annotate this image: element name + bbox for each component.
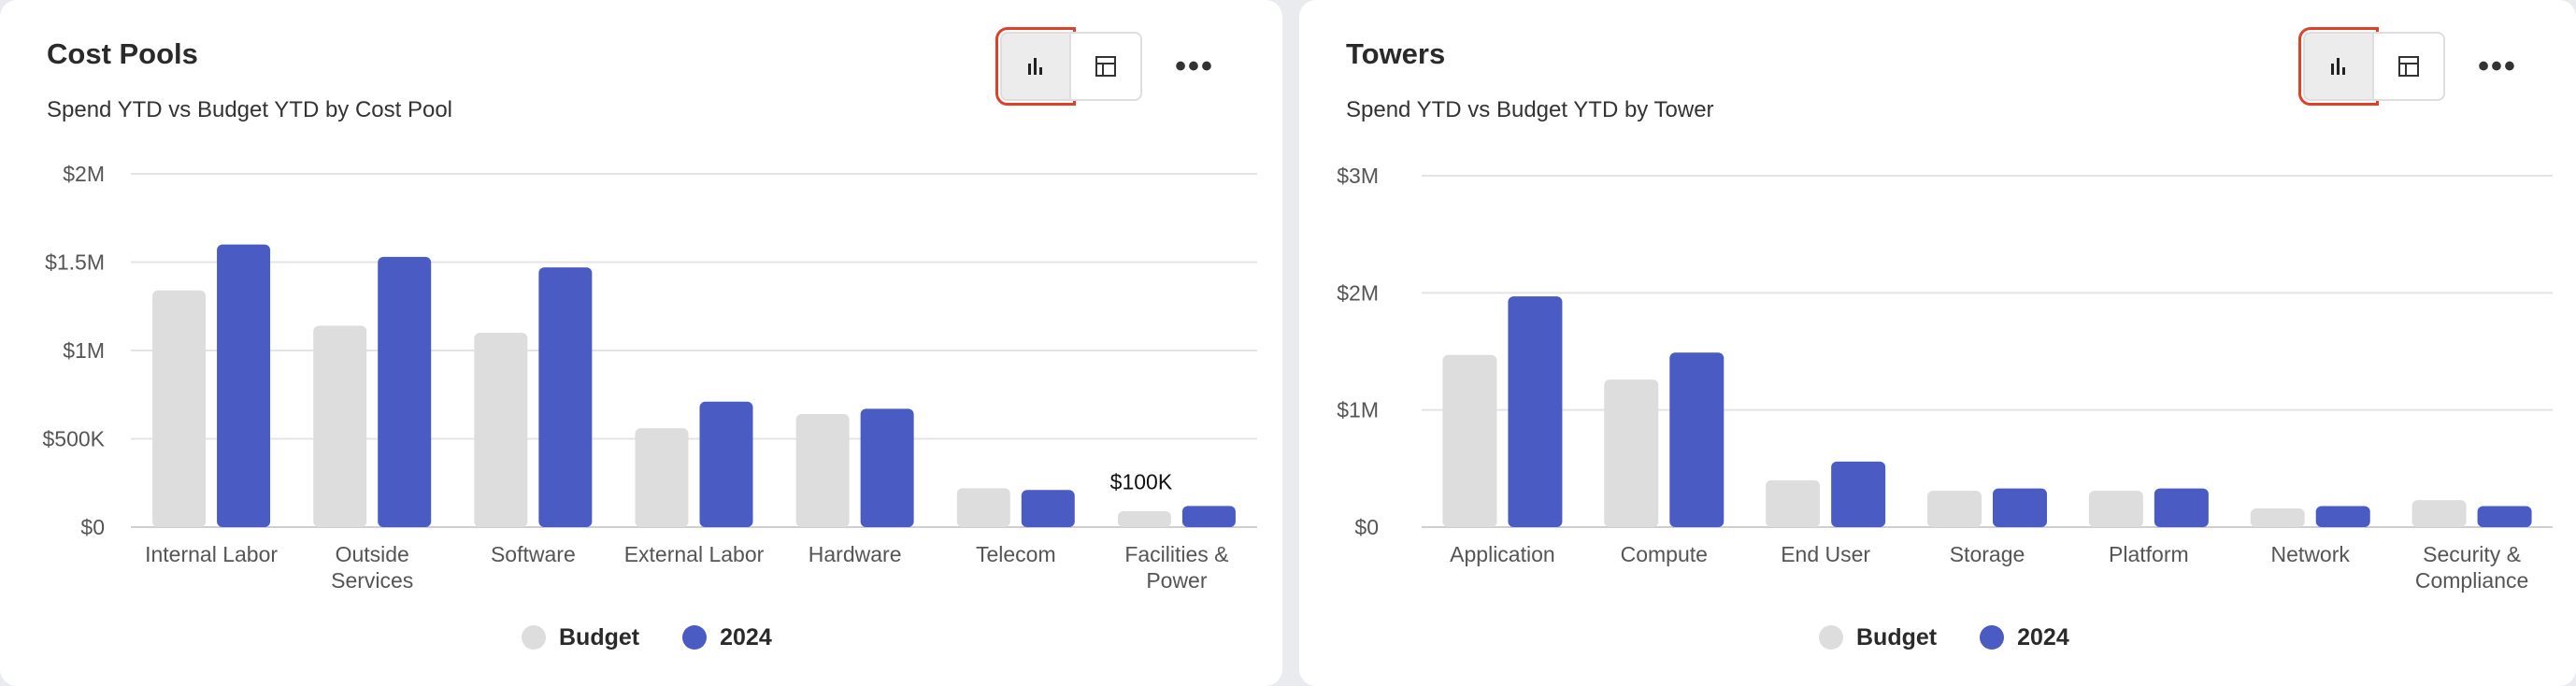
- legend-swatch-2024: [1980, 625, 2005, 650]
- x-tick-label: Services: [331, 568, 413, 593]
- data-label: $100K: [1110, 469, 1173, 493]
- x-tick-label: End User: [1781, 542, 1870, 566]
- bar-2024[interactable]: [538, 267, 593, 527]
- chart-legend: Budget 2024: [522, 622, 772, 652]
- bar-2024[interactable]: [378, 256, 432, 527]
- more-horizontal-icon: •••: [1175, 49, 1214, 84]
- y-tick-label: $0: [1354, 515, 1379, 539]
- legend-swatch-2024: [682, 625, 708, 650]
- bar-budget[interactable]: [1442, 354, 1497, 527]
- legend-label-budget: Budget: [559, 623, 640, 650]
- legend-swatch-budget: [522, 625, 546, 650]
- card-title: Towers: [1346, 37, 1446, 70]
- legend-label-budget: Budget: [1856, 623, 1938, 650]
- bar-2024[interactable]: [1669, 352, 1724, 527]
- bar-budget[interactable]: [2411, 500, 2467, 527]
- legend-swatch-budget: [1819, 625, 1843, 650]
- bar-2024[interactable]: [1181, 506, 1236, 527]
- bar-2024[interactable]: [1508, 296, 1563, 527]
- bar-2024[interactable]: [1021, 490, 1075, 527]
- towers-bar-chart: $0 $1M $2M $3M Application Compute End User Sto…: [1337, 164, 2553, 593]
- card-subtitle: Spend YTD vs Budget YTD by Cost Pool: [47, 97, 453, 122]
- bar-budget[interactable]: [474, 333, 528, 527]
- bar-chart-icon: [2331, 58, 2345, 75]
- x-tick-label: Hardware: [809, 542, 902, 566]
- card-subtitle: Spend YTD vs Budget YTD by Tower: [1346, 97, 1714, 122]
- x-tick-label: Application: [1450, 542, 1555, 566]
- bar-budget[interactable]: [1117, 510, 1171, 527]
- bar-2024[interactable]: [1831, 461, 1886, 527]
- table-view-button[interactable]: [2374, 32, 2445, 101]
- x-tick-label: Storage: [1950, 542, 2025, 566]
- bar-budget[interactable]: [956, 488, 1010, 527]
- bar-2024[interactable]: [2315, 506, 2370, 527]
- bar-2024[interactable]: [1993, 488, 2047, 527]
- legend-label-2024: 2024: [2017, 623, 2069, 650]
- bar-budget[interactable]: [2250, 507, 2305, 527]
- more-horizontal-icon: •••: [2478, 49, 2517, 84]
- bar-budget[interactable]: [635, 428, 689, 527]
- x-tick-label: Platform: [2109, 542, 2189, 566]
- bar-budget[interactable]: [795, 414, 850, 527]
- bar-2024[interactable]: [2154, 488, 2209, 527]
- bar-2024[interactable]: [217, 244, 271, 527]
- y-tick-label: $2M: [63, 162, 105, 186]
- x-tick-label: Telecom: [976, 542, 1056, 566]
- x-tick-label: Compliance: [2415, 568, 2528, 593]
- y-tick-label: $1.5M: [45, 250, 105, 275]
- bar-budget[interactable]: [1766, 479, 1821, 527]
- y-tick-label: $2M: [1337, 280, 1379, 305]
- bar-2024[interactable]: [699, 401, 753, 527]
- x-tick-label: Internal Labor: [145, 542, 278, 566]
- x-tick-label: Outside: [336, 542, 409, 566]
- bar-chart-icon: [1028, 58, 1042, 75]
- more-options-button[interactable]: •••: [1159, 32, 1230, 101]
- bar-budget[interactable]: [1927, 491, 1982, 527]
- chart-legend: Budget 2024: [1819, 622, 2069, 652]
- x-tick-label: External Labor: [624, 542, 765, 566]
- x-tick-label: Power: [1146, 568, 1208, 593]
- y-tick-label: $3M: [1337, 164, 1379, 188]
- bar-budget[interactable]: [152, 290, 207, 527]
- legend-item-2024[interactable]: 2024: [682, 624, 772, 651]
- x-tick-label: Compute: [1621, 542, 1708, 566]
- legend-item-budget[interactable]: Budget: [522, 624, 639, 651]
- cost-pools-card: Cost Pools Spend YTD vs Budget YTD by Co…: [0, 0, 1282, 686]
- legend-item-2024[interactable]: 2024: [1980, 624, 2069, 651]
- y-tick-label: $1M: [63, 338, 105, 363]
- legend-label-2024: 2024: [720, 623, 772, 650]
- card-title: Cost Pools: [47, 37, 198, 70]
- y-tick-label: $1M: [1337, 398, 1379, 422]
- towers-card: Towers Spend YTD vs Budget YTD by Tower …: [1299, 0, 2576, 686]
- bar-budget[interactable]: [1604, 379, 1659, 527]
- x-tick-label: Security &: [2423, 542, 2521, 566]
- x-tick-label: Network: [2271, 542, 2351, 566]
- chart-view-button[interactable]: [2298, 27, 2379, 106]
- bar-budget[interactable]: [2088, 491, 2143, 527]
- table-view-button[interactable]: [1071, 32, 1142, 101]
- chart-view-button[interactable]: [995, 27, 1076, 106]
- bar-2024[interactable]: [2477, 506, 2532, 527]
- table-icon: [1095, 56, 1116, 77]
- more-options-button[interactable]: •••: [2462, 32, 2533, 101]
- legend-item-budget[interactable]: Budget: [1819, 624, 1937, 651]
- x-tick-label: Facilities &: [1124, 542, 1228, 566]
- x-tick-label: Software: [491, 542, 576, 566]
- table-icon: [2398, 56, 2419, 77]
- y-tick-label: $500K: [42, 427, 105, 451]
- y-tick-label: $0: [80, 515, 105, 539]
- bar-budget[interactable]: [313, 325, 367, 527]
- bar-2024[interactable]: [860, 408, 914, 527]
